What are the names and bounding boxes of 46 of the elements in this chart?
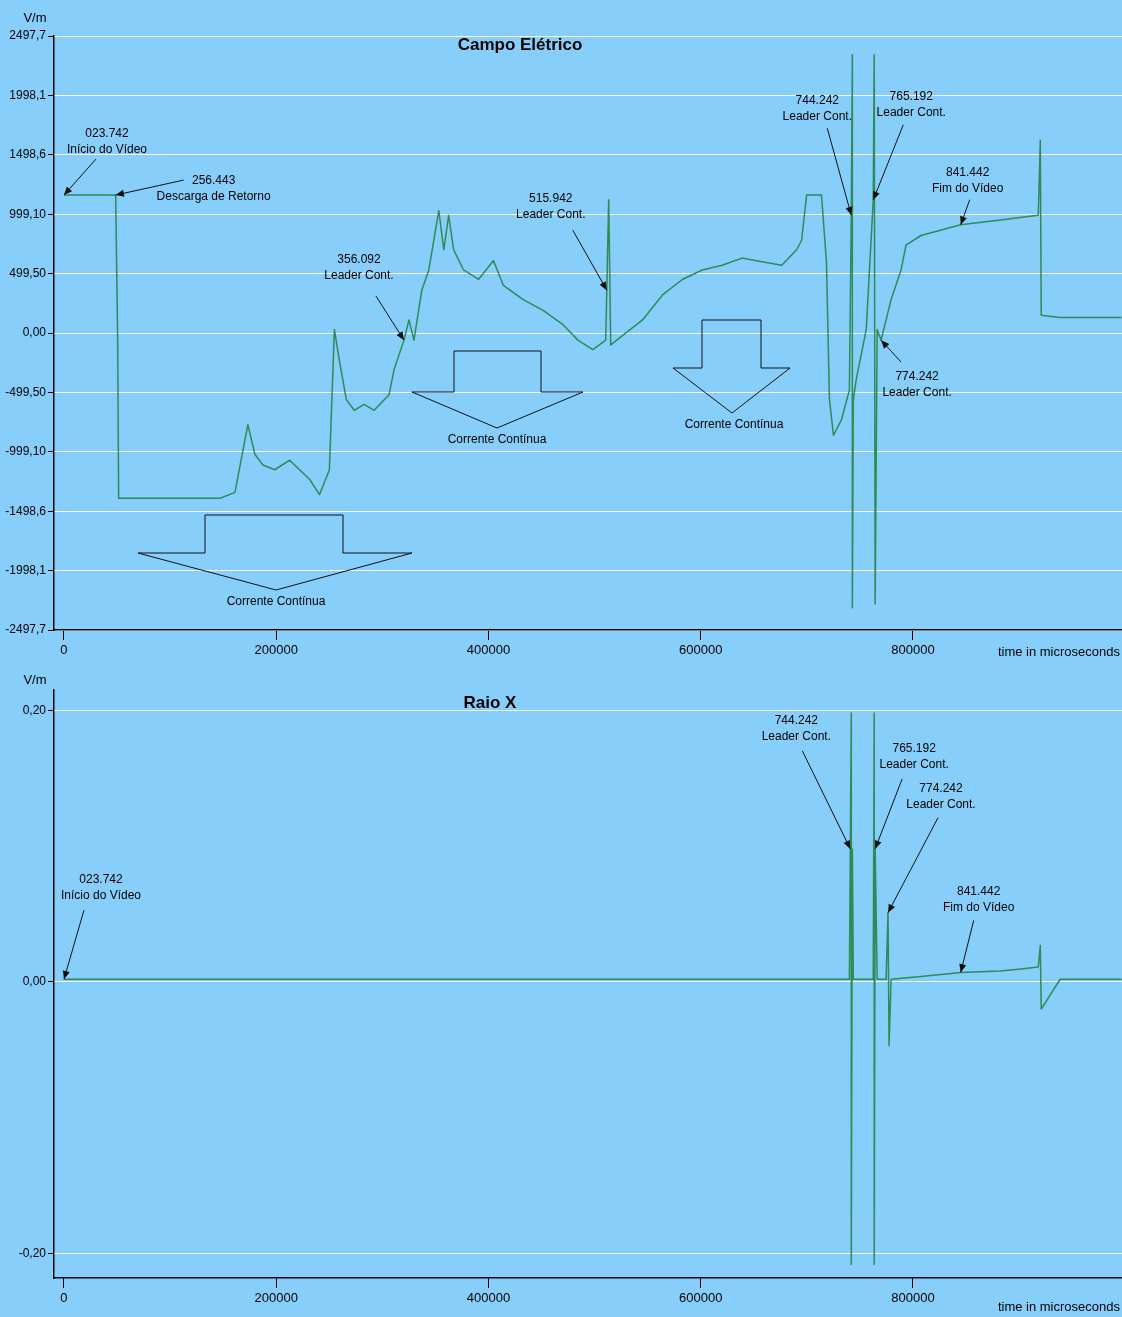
- chart-title: Raio X: [463, 692, 518, 712]
- y-axis-title: V/m: [23, 9, 47, 25]
- x-tick-label: 800000: [891, 642, 935, 658]
- annotation: 744.242 Leader Cont.: [782, 92, 852, 123]
- x-tick-label: 200000: [254, 642, 298, 658]
- x-tick-label: 0: [60, 1290, 68, 1306]
- y-tick-label: 0,00: [22, 974, 47, 989]
- y-tick-label: 1998,1: [9, 87, 47, 102]
- annotation: Corrente Contínua: [226, 594, 326, 609]
- annotation: Corrente Contínua: [684, 417, 784, 432]
- y-tick-label: -499,50: [5, 384, 47, 399]
- y-tick-label: -999,10: [5, 444, 47, 459]
- x-tick-label: 200000: [254, 1290, 298, 1306]
- x-tick-label: 400000: [466, 642, 511, 658]
- y-tick-label: -2497,7: [5, 622, 47, 637]
- annotation: 256.443 Descarga de Retorno: [156, 173, 272, 204]
- y-tick-label: 0,20: [22, 702, 47, 717]
- y-tick-label: 499,50: [9, 265, 47, 280]
- y-tick-label: -1498,6: [5, 503, 47, 518]
- annotation: 841.442 Fim do Vídeo: [932, 165, 1004, 196]
- y-axis-title: V/m: [23, 671, 47, 687]
- annotation: 515.942 Leader Cont.: [516, 190, 586, 221]
- annotation: 841.442 Fim do Vídeo: [943, 883, 1015, 914]
- x-tick-label: 0: [60, 642, 68, 658]
- annotation: 023.742 Início do Vídeo: [60, 871, 142, 902]
- chart-title: Campo Elétrico: [457, 34, 583, 54]
- y-tick-label: 0,00: [22, 325, 47, 340]
- y-tick-label: 999,10: [9, 206, 47, 221]
- y-tick-label: -0,20: [18, 1245, 47, 1260]
- x-tick-label: 400000: [466, 1290, 511, 1306]
- annotation: Corrente Contínua: [447, 432, 547, 447]
- x-axis-title: time in microseconds: [997, 1298, 1121, 1314]
- y-tick-label: -1998,1: [5, 562, 47, 577]
- annotation: 765.192 Leader Cont.: [876, 89, 946, 120]
- x-tick-label: 600000: [679, 642, 723, 658]
- annotation: 744.242 Leader Cont.: [761, 713, 832, 744]
- x-tick-label: 800000: [891, 1290, 935, 1306]
- annotation: 023.742 Início do Vídeo: [66, 126, 148, 157]
- y-tick-label: 1498,6: [9, 147, 47, 162]
- annotation: 774.242 Leader Cont.: [906, 781, 976, 812]
- x-axis-title: time in microseconds: [997, 643, 1121, 659]
- annotation: 765.192 Leader Cont.: [879, 741, 949, 772]
- annotation: 356.092 Leader Cont.: [324, 252, 394, 283]
- annotation: 774.242 Leader Cont.: [882, 369, 952, 400]
- x-tick-label: 600000: [679, 1290, 723, 1306]
- y-tick-label: 2497,7: [9, 28, 47, 43]
